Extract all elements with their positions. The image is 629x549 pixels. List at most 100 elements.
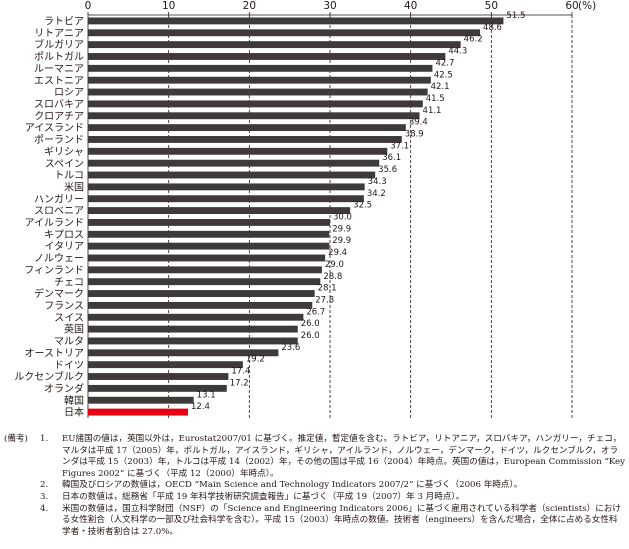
bar-highlight [88, 408, 189, 416]
x-tick-label: 30 [323, 0, 336, 12]
bar [88, 313, 304, 321]
category-label: ブルガリア [34, 38, 84, 51]
value-labels: 51.5 48.646.2 44.342.7 42.5 42.1 41.5 41.1 39.4… [191, 11, 525, 412]
bar [88, 384, 227, 392]
category-label: 米国 [64, 180, 84, 193]
category-label: ラトビア [44, 16, 84, 28]
category-label: 韓国 [64, 395, 84, 407]
bar [88, 254, 326, 262]
value-label: 13.1 [197, 390, 216, 400]
bar [88, 361, 243, 369]
category-label: キプロス [44, 229, 84, 241]
bar [88, 76, 431, 84]
note-number: 4. [40, 503, 49, 514]
bar [88, 337, 298, 345]
category-label: ポーランド [34, 134, 84, 146]
value-label: 27.8 [315, 295, 334, 305]
category-label: フィンランド [24, 264, 84, 276]
value-label: 29.9 [332, 224, 351, 234]
value-label: 51.5 [506, 11, 525, 21]
category-label: オーストリア [25, 347, 85, 359]
bar [88, 171, 376, 179]
bar [88, 100, 423, 108]
bar [88, 53, 446, 60]
category-label: ギリシャ [44, 146, 84, 158]
note-number: 2. [40, 480, 49, 491]
bar [88, 112, 420, 120]
category-label: フランス [44, 300, 84, 312]
x-unit-label: (%) [578, 0, 596, 12]
value-label: 29.4 [328, 248, 347, 258]
category-label: 日本 [64, 406, 84, 419]
value-label: 42.1 [431, 82, 450, 92]
bar [88, 64, 433, 72]
category-label: チェコ [54, 276, 84, 288]
category-label: ハンガリー [34, 193, 84, 205]
bar [88, 349, 279, 357]
value-label: 41.1 [423, 106, 442, 116]
value-label: 32.5 [353, 201, 372, 211]
bar [88, 266, 322, 274]
notes-tag: (備考) [4, 434, 28, 444]
bar [88, 207, 351, 215]
x-tick-label: 0 [85, 0, 92, 12]
value-label: 29.0 [325, 260, 344, 270]
category-label: マルタ [54, 336, 84, 348]
note-number: 3. [40, 491, 49, 502]
value-label: 35.6 [378, 165, 397, 175]
x-tick-label: 50 [485, 0, 498, 12]
bar-chart: 0 10 20 30 40 50 60 (%) ラトビアリトアニアブルガリアポルトガルルーマニ… [14, 0, 596, 419]
notes: (備考) 1. EU諸国の値は，英国以外は，Eurostat2007/01 に基… [4, 434, 626, 538]
value-label: 38.9 [405, 130, 424, 140]
category-label: リトアニア [34, 28, 84, 39]
value-label: 34.2 [367, 189, 386, 199]
value-label: 28.1 [318, 284, 337, 294]
value-label: 26.0 [301, 319, 320, 329]
category-label: スイス [54, 313, 84, 324]
category-label: ポルトガル [34, 51, 84, 63]
note-text: 韓国及びロシアの数値は，OECD “Main Science and Techn… [62, 480, 523, 491]
note-item: 3. 日本の数値は，総務省「平成 19 年科学技術研究調査報告」に基づく（平成 … [4, 492, 626, 504]
bar [88, 396, 194, 404]
value-label: 37.1 [390, 141, 409, 151]
bar [88, 88, 428, 96]
bar [88, 218, 330, 226]
note-number: 1. [40, 434, 49, 444]
note-item: (備考) 1. EU諸国の値は，英国以外は，Eurostat2007/01 に基… [4, 434, 626, 480]
value-label: 36.1 [382, 153, 401, 163]
category-label: アイルランド [25, 217, 85, 229]
category-label: トルコ [54, 171, 84, 182]
value-label: 42.7 [435, 58, 454, 68]
bar [88, 278, 321, 286]
value-label: 28.8 [323, 272, 342, 282]
bar [88, 242, 330, 250]
value-label: 44.3 [448, 47, 467, 57]
value-label: 34.3 [368, 177, 387, 187]
bar [88, 373, 229, 380]
bar [88, 230, 330, 238]
bar [88, 147, 388, 155]
category-label: エストニア [34, 76, 84, 87]
bar [88, 124, 406, 132]
bar [88, 183, 365, 191]
value-label: 42.5 [434, 70, 453, 80]
category-label: スロベニア [34, 205, 84, 217]
value-label: 46.2 [464, 35, 483, 45]
value-label: 12.4 [191, 402, 210, 412]
bar [88, 290, 315, 297]
note-text: EU諸国の値は，英国以外は，Eurostat2007/01 に基づく。推定値，暫… [62, 434, 625, 479]
note-item: 4. 米国の数値は，国立科学財団（NSF）の「Science and Engin… [4, 504, 626, 539]
bar [88, 159, 380, 167]
category-label: 英国 [64, 323, 84, 336]
x-tick-label: 40 [404, 0, 417, 12]
value-label: 41.5 [426, 94, 445, 104]
category-label: ルクセンブルク [14, 370, 84, 383]
category-label: ノルウェー [34, 253, 84, 265]
category-label: オランダ [44, 382, 84, 395]
x-tick-label: 20 [243, 0, 256, 12]
x-tick-label: 10 [162, 0, 175, 12]
category-label: ロシア [54, 88, 84, 99]
bar [88, 136, 402, 143]
category-label: ルーマニア [34, 64, 84, 75]
value-label: 23.6 [281, 343, 300, 353]
